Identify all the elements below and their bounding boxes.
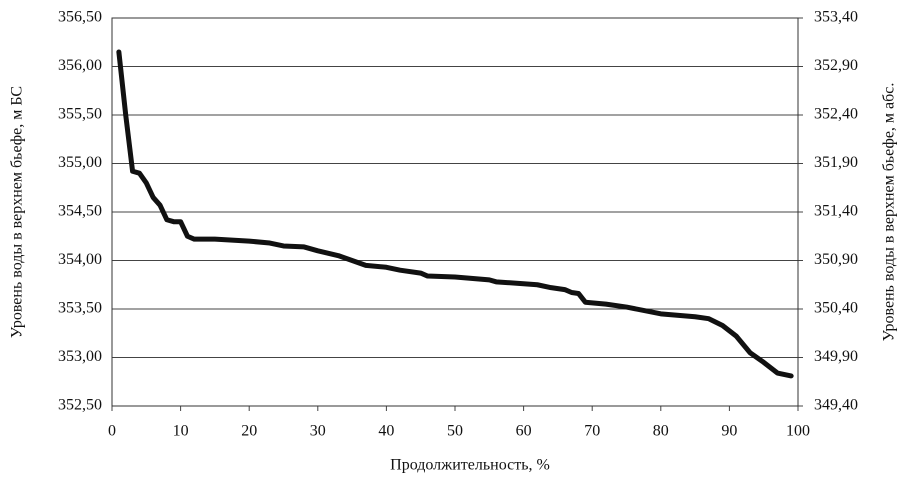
x-tick-label: 60 — [516, 423, 532, 440]
y2-tick-label: 352,40 — [814, 106, 858, 123]
y2-tick-label: 352,90 — [814, 57, 858, 74]
x-tick-label: 80 — [653, 423, 669, 440]
y-tick-label: 354,00 — [58, 251, 102, 268]
y-tick-label: 352,50 — [58, 397, 102, 414]
x-axis-label: Продолжительность, % — [390, 457, 550, 474]
y-tick-label: 354,50 — [58, 203, 102, 220]
y-tick-label: 353,00 — [58, 348, 102, 365]
y-tick-label: 353,50 — [58, 300, 102, 317]
data-line — [116, 49, 794, 379]
x-tick-label: 10 — [173, 423, 189, 440]
x-tick-label: 0 — [108, 423, 116, 440]
y2-tick-label: 350,40 — [814, 300, 858, 317]
x-tick-label: 40 — [378, 423, 394, 440]
x-tick-label: 90 — [721, 423, 737, 440]
y-tick-label: 355,50 — [58, 106, 102, 123]
y2-tick-label: 351,90 — [814, 154, 858, 171]
x-tick-label: 20 — [241, 423, 257, 440]
x-tick-label: 30 — [310, 423, 326, 440]
y2-tick-label: 353,40 — [814, 9, 858, 26]
x-tick-label: 50 — [447, 423, 463, 440]
y-tick-label: 356,00 — [58, 57, 102, 74]
y-axis-label: Уровень воды в верхнем бьефе, м БС — [9, 86, 26, 338]
y2-axis-label: Уровень воды в верхнем бьефе, м абс. — [881, 83, 898, 342]
x-tick-label: 100 — [786, 423, 810, 440]
y-tick-label: 356,50 — [58, 9, 102, 26]
y2-tick-label: 350,90 — [814, 251, 858, 268]
x-tick-label: 70 — [584, 423, 600, 440]
y2-tick-label: 349,40 — [814, 397, 858, 414]
y2-tick-label: 351,40 — [814, 203, 858, 220]
y2-tick-label: 349,90 — [814, 348, 858, 365]
plot-frame — [111, 17, 799, 407]
y-tick-label: 355,00 — [58, 154, 102, 171]
